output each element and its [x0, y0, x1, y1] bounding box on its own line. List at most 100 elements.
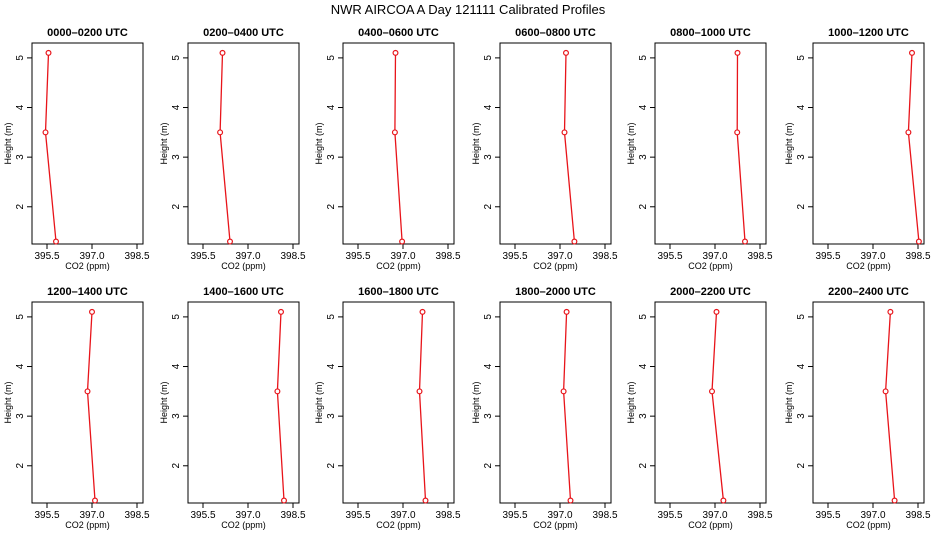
x-axis-label: CO2 (ppm): [688, 520, 733, 530]
profile-point: [708, 388, 715, 395]
panel-title: 2200–2400 UTC: [828, 286, 909, 298]
profile-point: [91, 497, 98, 504]
profile-point: [891, 497, 898, 504]
profile-point: [88, 308, 95, 315]
y-axis-label: Height (m): [784, 381, 794, 423]
x-tick-label: 395.5: [815, 510, 840, 521]
panel-title: 0000–0200 UTC: [47, 27, 128, 39]
profile-panel: 1200–1400 UTC 395.5 397.0 398.5 2 3 4 5 CO2 (ppm…: [3, 286, 150, 530]
x-tick-label: 395.5: [657, 251, 682, 262]
plot-frame: [499, 42, 612, 245]
profile-panel: 2200–2400 UTC 395.5 397.0 398.5 2 3 4 5 CO2 (ppm…: [784, 286, 931, 530]
y-tick-label: 3: [483, 413, 494, 419]
x-tick-label: 397.0: [860, 251, 885, 262]
x-axis-label: CO2 (ppm): [688, 261, 733, 271]
profile-point: [734, 49, 741, 56]
profile-line: [907, 52, 920, 242]
x-tick-label: 398.5: [280, 251, 305, 262]
plot-frame: [342, 301, 455, 504]
y-tick-label: 3: [638, 413, 649, 419]
y-tick-label: 3: [796, 413, 807, 419]
profile-point: [219, 49, 226, 56]
y-tick-label: 4: [15, 104, 26, 110]
profile-point: [399, 238, 406, 245]
y-tick-label: 2: [796, 463, 807, 469]
y-tick-label: 4: [15, 363, 26, 369]
plot-frame: [654, 301, 767, 504]
profile-point: [52, 238, 59, 245]
panel-grid: 0000–0200 UTC 395.5 397.0 398.5 2 3 4 5 CO2 (ppm…: [3, 27, 931, 530]
x-tick-label: 395.5: [34, 510, 59, 521]
x-tick-label: 398.5: [435, 510, 460, 521]
y-tick-label: 5: [326, 55, 337, 61]
y-tick-label: 3: [638, 154, 649, 160]
profile-point: [567, 497, 574, 504]
profile-point: [217, 129, 224, 136]
profile-panel: 1800–2000 UTC 395.5 397.0 398.5 2 3 4 5 CO2 (ppm…: [471, 286, 618, 530]
profile-line: [44, 52, 57, 242]
profile-point: [560, 388, 567, 395]
profile-panel: 0600–0800 UTC 395.5 397.0 398.5 2 3 4 5 CO2 (ppm…: [471, 27, 618, 271]
profile-point: [887, 308, 894, 315]
y-tick-label: 4: [483, 104, 494, 110]
panel-title: 1800–2000 UTC: [515, 286, 596, 298]
x-tick-label: 397.0: [79, 251, 104, 262]
y-axis-label: Height (m): [3, 381, 13, 423]
profile-point: [571, 238, 578, 245]
panel-title: 1600–1800 UTC: [358, 286, 439, 298]
plot-frame: [499, 301, 612, 504]
panel-title: 1400–1600 UTC: [203, 286, 284, 298]
x-tick-label: 397.0: [390, 510, 415, 521]
y-axis-label: Height (m): [159, 381, 169, 423]
x-tick-label: 398.5: [280, 510, 305, 521]
x-tick-label: 397.0: [235, 510, 260, 521]
y-tick-label: 4: [326, 104, 337, 110]
profile-line: [394, 52, 403, 242]
y-tick-label: 3: [796, 154, 807, 160]
x-tick-label: 395.5: [345, 251, 370, 262]
x-tick-label: 395.5: [657, 510, 682, 521]
y-tick-label: 2: [326, 463, 337, 469]
profile-panel: 1000–1200 UTC 395.5 397.0 398.5 2 3 4 5 CO2 (ppm…: [784, 27, 931, 271]
y-axis-label: Height (m): [784, 122, 794, 164]
x-tick-label: 397.0: [860, 510, 885, 521]
y-axis-label: Height (m): [471, 122, 481, 164]
y-tick-label: 5: [326, 314, 337, 320]
profile-line: [418, 311, 427, 501]
y-tick-label: 5: [796, 55, 807, 61]
profile-line: [736, 52, 746, 242]
x-tick-label: 397.0: [390, 251, 415, 262]
profile-line: [711, 311, 725, 501]
x-tick-label: 397.0: [702, 510, 727, 521]
y-tick-label: 2: [638, 463, 649, 469]
y-tick-label: 2: [796, 204, 807, 210]
y-axis-label: Height (m): [159, 122, 169, 164]
figure-title: NWR AIRCOA A Day 121111 Calibrated Profi…: [331, 2, 606, 17]
x-axis-label: CO2 (ppm): [533, 520, 578, 530]
y-axis-label: Height (m): [314, 122, 324, 164]
y-tick-label: 2: [483, 204, 494, 210]
y-tick-label: 5: [171, 55, 182, 61]
y-tick-label: 5: [638, 55, 649, 61]
profile-point: [562, 49, 569, 56]
profile-point: [713, 308, 720, 315]
y-axis-label: Height (m): [471, 381, 481, 423]
y-tick-label: 2: [638, 204, 649, 210]
profile-point: [563, 308, 570, 315]
y-tick-label: 4: [326, 363, 337, 369]
profile-line: [276, 311, 285, 501]
profile-point: [720, 497, 727, 504]
y-tick-label: 3: [15, 413, 26, 419]
x-tick-label: 397.0: [547, 510, 572, 521]
y-tick-label: 3: [483, 154, 494, 160]
x-tick-label: 395.5: [190, 251, 215, 262]
x-tick-label: 395.5: [815, 251, 840, 262]
profile-point: [882, 388, 889, 395]
profile-panel: 2000–2200 UTC 395.5 397.0 398.5 2 3 4 5 CO2 (ppm…: [626, 286, 773, 530]
y-tick-label: 3: [326, 154, 337, 160]
x-tick-label: 398.5: [747, 251, 772, 262]
y-tick-label: 5: [171, 314, 182, 320]
x-tick-label: 398.5: [124, 251, 149, 262]
y-tick-label: 5: [483, 55, 494, 61]
y-tick-label: 3: [326, 413, 337, 419]
